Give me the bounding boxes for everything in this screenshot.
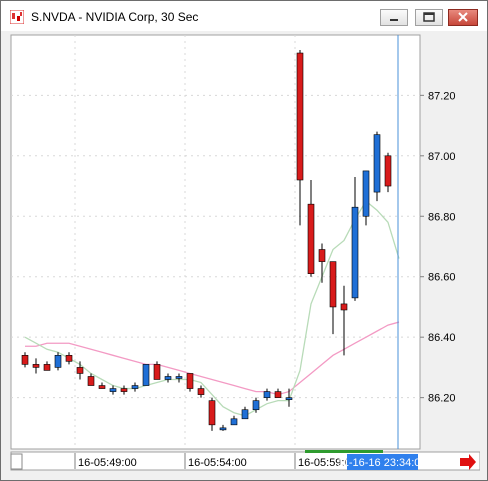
candle-body-down (318, 249, 326, 262)
candle-body-up (241, 409, 249, 420)
candle-body-up (175, 376, 183, 379)
close-icon (458, 12, 468, 22)
candle-body-up (131, 385, 139, 389)
candle-body-down (340, 303, 348, 311)
candle-body-down (208, 400, 216, 426)
title-bar[interactable]: S.NVDA - NVIDIA Corp, 30 Sec (1, 1, 487, 31)
candle-body-down (32, 364, 40, 368)
candle-body-up (219, 427, 227, 431)
candle-body-down (329, 261, 337, 308)
price-tick-label: 86.60 (428, 272, 456, 284)
restore-icon (423, 12, 435, 22)
candle-body-down (153, 364, 161, 380)
candle-body-down (21, 355, 29, 365)
candle-body-up (351, 206, 359, 299)
price-axis: 86.20 86.40 86.60 86.80 87.00 87.20 (420, 90, 456, 405)
price-chart[interactable]: 86.20 86.40 86.60 86.80 87.00 87.20 16-05:49:… (10, 34, 480, 474)
cursor-time-label: 11-16-16 23:34:00 (337, 457, 426, 469)
candle-body-up (252, 400, 260, 411)
minimize-button[interactable] (380, 9, 408, 26)
fast-moving-average-line (24, 200, 400, 417)
candle-body-down (274, 391, 282, 398)
plot-area (10, 34, 421, 450)
scroll-left-box[interactable] (10, 453, 23, 470)
candle-body-up (164, 376, 172, 380)
time-tick-label: 16-05:59:00 (298, 457, 357, 469)
candle-body-down (98, 385, 106, 389)
minimize-icon (390, 19, 398, 21)
candle-body-down (87, 376, 95, 386)
chart-app-icon (10, 10, 24, 24)
price-tick-label: 87.00 (428, 151, 456, 163)
close-button[interactable] (448, 9, 478, 26)
slow-moving-average-line (25, 321, 400, 396)
price-tick-label: 86.20 (428, 393, 456, 405)
price-tick-label: 86.80 (428, 211, 456, 223)
candle-body-down (197, 388, 205, 395)
price-tick-label: 87.20 (428, 90, 456, 102)
time-tick-label: 16-05:54:00 (188, 457, 247, 469)
restore-button[interactable] (415, 9, 443, 26)
candle-body-up (54, 355, 62, 368)
candle-body-up (109, 388, 117, 392)
candles (21, 50, 392, 431)
candle-body-up (230, 418, 238, 426)
candle-body-down (296, 52, 304, 181)
candle-body-up (263, 391, 271, 398)
time-axis-labels: 16-05:49:00 16-05:54:00 16-05:59:00 (74, 453, 357, 469)
candle-body-down (76, 367, 84, 374)
candle-body-down (65, 355, 73, 362)
candle-body-down (43, 364, 51, 371)
cursor-time-badge (347, 454, 418, 470)
time-tick-label: 16-05:49:00 (78, 457, 137, 469)
candle-body-down (384, 155, 392, 187)
price-tick-label: 86.40 (428, 332, 456, 344)
candle-body-down (307, 203, 315, 274)
candle-body-up (362, 170, 370, 217)
volume-bar (305, 450, 383, 453)
candle-body-up (373, 134, 381, 193)
window-title: S.NVDA - NVIDIA Corp, 30 Sec (31, 10, 199, 24)
candle-body-up (285, 397, 293, 400)
candle-body-down (186, 373, 194, 389)
scroll-right-arrow-icon[interactable] (460, 454, 476, 470)
moving-averages (24, 200, 400, 417)
candle-body-up (142, 364, 150, 386)
candle-body-down (120, 388, 128, 392)
